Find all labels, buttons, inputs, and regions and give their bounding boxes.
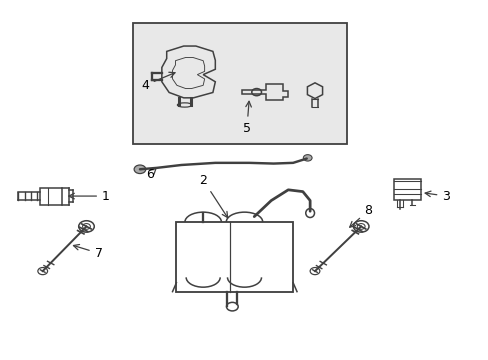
Text: 2: 2 xyxy=(199,174,227,217)
Bar xyxy=(176,222,292,292)
Text: 3: 3 xyxy=(424,190,449,203)
Text: 5: 5 xyxy=(243,101,251,135)
Text: 8: 8 xyxy=(349,204,372,227)
Text: 4: 4 xyxy=(141,72,175,92)
Text: 7: 7 xyxy=(73,244,102,260)
Circle shape xyxy=(134,165,145,174)
Circle shape xyxy=(303,155,311,161)
Text: 1: 1 xyxy=(69,190,110,203)
Bar xyxy=(132,23,346,144)
Text: 6: 6 xyxy=(145,168,156,181)
